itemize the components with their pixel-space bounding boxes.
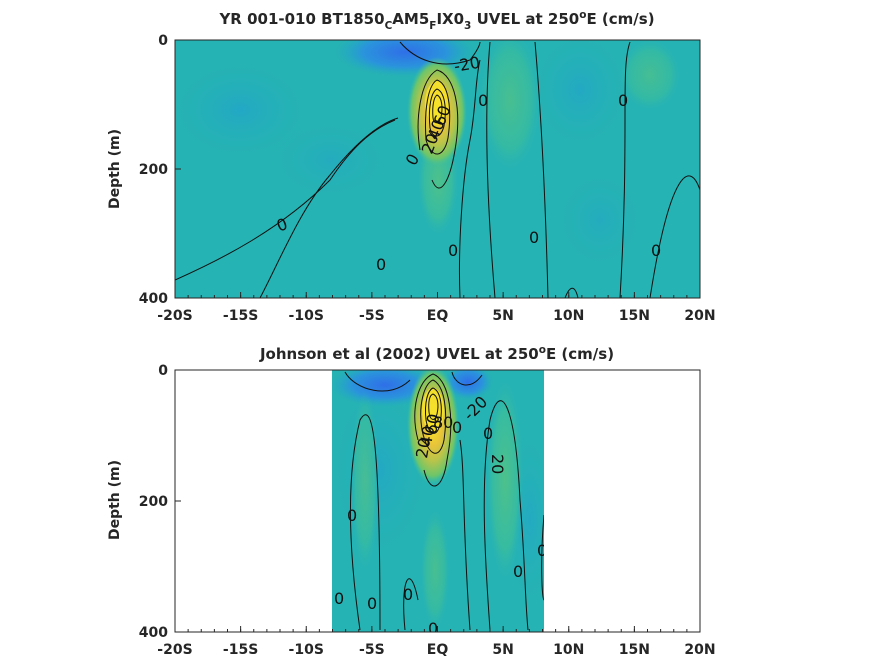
title-part: YR 001-010 BT1850 xyxy=(218,10,384,28)
bottom-contour-label: 0 xyxy=(513,562,523,581)
x-tick-label: -5S xyxy=(359,642,385,656)
y-tick-label: 400 xyxy=(139,291,168,307)
x-tick-label: -15S xyxy=(223,308,258,324)
title-part: 3 xyxy=(464,20,471,32)
top-contour-label: 0 xyxy=(651,241,661,260)
x-tick-label: 10N xyxy=(553,308,584,324)
title-part: E (cm/s) xyxy=(546,345,614,363)
top-contour-label: 0 xyxy=(618,91,628,110)
x-tick-label: 15N xyxy=(619,308,650,324)
x-tick-label: 20N xyxy=(684,308,715,324)
bottom-heatmap: -20 20 0 0 0 0 0 0 0 0 0 20 40 60 80 xyxy=(332,370,547,638)
top-y-axis-label: Depth (m) xyxy=(107,129,123,209)
x-tick-label: EQ xyxy=(427,308,449,324)
bottom-contour-label: 0 xyxy=(334,589,344,608)
y-tick-label: 0 xyxy=(158,363,168,379)
top-x-ticks: -20S -15S -10S -5S EQ 5N 10N 15N 20N xyxy=(157,292,716,324)
bottom-contour-label: 60 xyxy=(421,412,443,435)
x-tick-label: 10N xyxy=(553,642,584,656)
y-tick-label: 200 xyxy=(139,162,168,178)
y-tick-label: 200 xyxy=(139,494,168,510)
title-part: C xyxy=(385,20,393,32)
title-part: o xyxy=(579,9,586,21)
bottom-contour-label: 0 xyxy=(347,506,357,525)
bottom-contour-label: 0 xyxy=(537,541,547,560)
bottom-green-eq-deep xyxy=(421,510,449,630)
top-green-5n xyxy=(480,40,540,170)
bottom-green-5n xyxy=(487,380,523,580)
bottom-contour-label: 0 xyxy=(403,585,413,604)
top-green-15n xyxy=(620,40,680,110)
title-part: E (cm/s) xyxy=(586,10,654,28)
x-tick-label: 15N xyxy=(619,642,650,656)
top-contour-label: 0 xyxy=(529,228,539,247)
top-contour-label: 0 xyxy=(478,91,488,110)
y-tick-label: 0 xyxy=(158,33,168,49)
top-panel: YR 001-010 BT1850CAM5FIX03 UVEL at 250oE… xyxy=(107,9,716,324)
bottom-contour-label: 0 xyxy=(452,418,462,437)
top-cyan-left xyxy=(175,60,310,160)
x-tick-label: -10S xyxy=(289,308,324,324)
x-tick-label: EQ xyxy=(427,642,449,656)
top-contours xyxy=(175,41,700,298)
bottom-core-inner xyxy=(422,388,444,432)
x-tick-label: -15S xyxy=(223,642,258,656)
title-part: IX0 xyxy=(436,10,464,28)
bottom-contour-label: 40 xyxy=(416,424,438,447)
bottom-contours xyxy=(344,371,544,631)
top-cyan-right-deep xyxy=(555,170,645,270)
top-contour-label: -20 xyxy=(452,53,481,76)
bottom-contour-label: 20 xyxy=(412,436,434,459)
top-panel-title: YR 001-010 BT1850CAM5FIX03 UVEL at 250oE… xyxy=(218,9,654,32)
bottom-y-axis-label: Depth (m) xyxy=(107,460,123,540)
title-part: F xyxy=(429,20,436,32)
bottom-green-5s xyxy=(351,390,379,570)
x-tick-label: 20N xyxy=(684,642,715,656)
bottom-contour-label: 0 xyxy=(367,594,377,613)
title-part: UVEL at 250 xyxy=(471,10,579,28)
x-tick-label: 5N xyxy=(492,308,513,324)
bottom-contour-label: 0 xyxy=(483,424,493,443)
bottom-contour-label: 80 xyxy=(433,413,453,432)
x-tick-label: -20S xyxy=(157,308,192,324)
x-tick-label: -5S xyxy=(359,308,385,324)
top-core-inner xyxy=(425,81,449,125)
top-heatmap: -20 0 0 0 0 0 0 0 0 20 40 60 xyxy=(175,40,700,298)
title-part: o xyxy=(539,344,546,356)
bottom-panel: Johnson et al (2002) UVEL at 250oE (cm/s… xyxy=(107,344,716,656)
x-tick-label: -20S xyxy=(157,642,192,656)
bottom-x-ticks: -20S -15S -10S -5S EQ 5N 10N 15N 20N xyxy=(157,626,716,656)
top-cyan-right xyxy=(530,40,630,150)
bottom-panel-title: Johnson et al (2002) UVEL at 250oE (cm/s… xyxy=(259,344,614,363)
top-cyan-mid xyxy=(270,120,390,200)
x-tick-label: 5N xyxy=(492,642,513,656)
title-part: Johnson et al (2002) UVEL at 250 xyxy=(259,345,539,363)
bottom-y-ticks: 0 200 400 xyxy=(139,363,181,641)
title-part: AM5 xyxy=(392,10,429,28)
bottom-contour-label: 0 xyxy=(428,619,438,638)
bottom-contour-label: 20 xyxy=(488,454,507,474)
top-y-ticks: 0 200 400 xyxy=(139,33,181,307)
x-tick-label: -10S xyxy=(289,642,324,656)
y-tick-label: 400 xyxy=(139,625,168,641)
top-contour-label: 0 xyxy=(448,241,458,260)
top-contour-label: 0 xyxy=(376,255,386,274)
